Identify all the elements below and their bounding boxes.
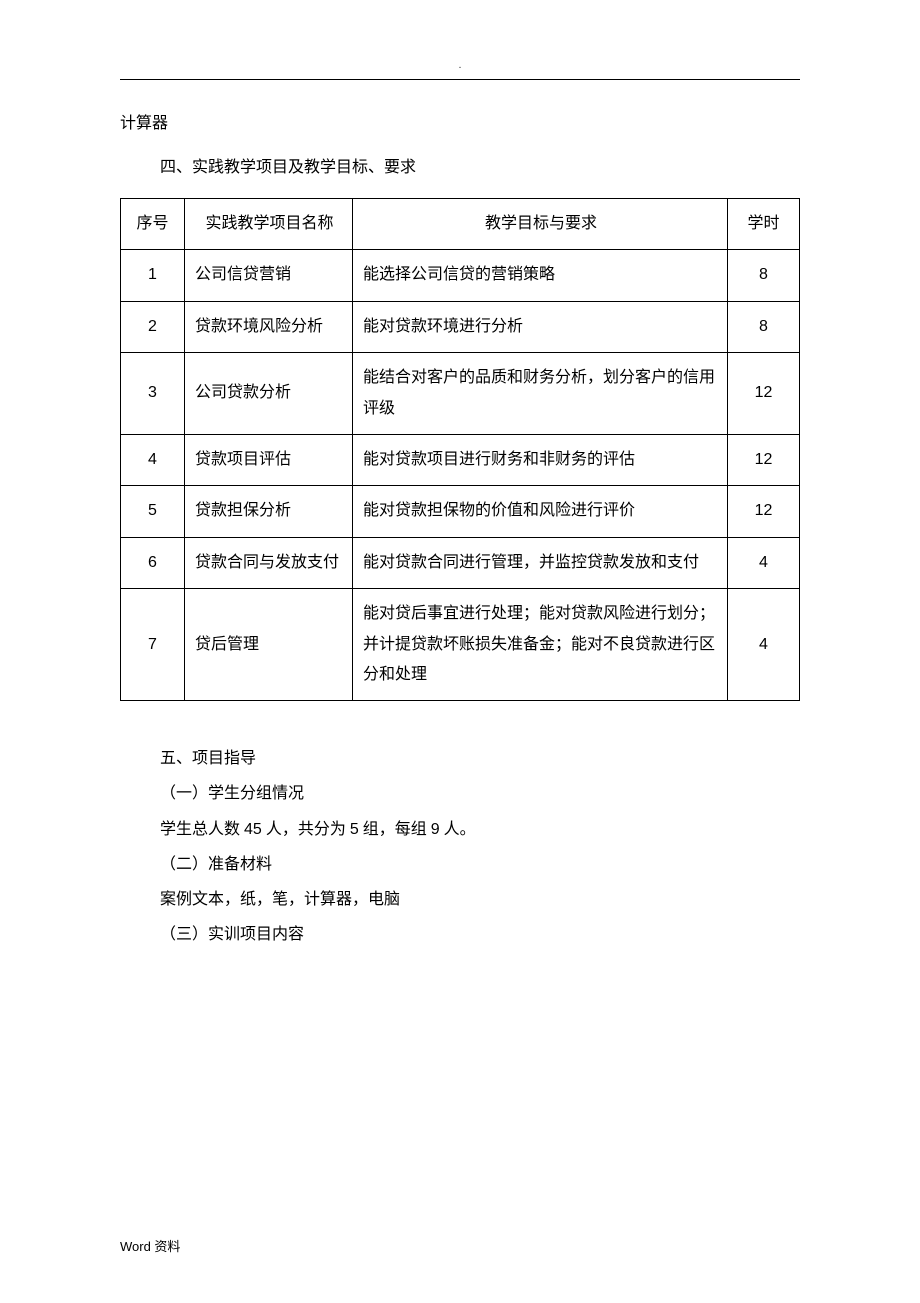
section-5-sub2: （二）准备材料: [160, 847, 800, 882]
footer-text: Word 资料: [120, 1236, 180, 1255]
document-page: . 计算器 四、实践教学项目及教学目标、要求 序号 实践教学项目名称 教学目标与…: [0, 0, 920, 1303]
cell-goal: 能对贷款项目进行财务和非财务的评估: [353, 434, 728, 485]
section-4-heading: 四、实践教学项目及教学目标、要求: [160, 152, 800, 184]
practice-table: 序号 实践教学项目名称 教学目标与要求 学时 1 公司信贷营销 能选择公司信贷的…: [120, 198, 800, 701]
cell-hours: 4: [728, 589, 800, 701]
text-fragment: 人。: [440, 821, 476, 838]
section-5: 五、项目指导 （一）学生分组情况 学生总人数 45 人，共分为 5 组，每组 9…: [120, 741, 800, 952]
cell-num: 3: [121, 353, 185, 435]
cell-goal: 能对贷后事宜进行处理；能对贷款风险进行划分；并计提贷款坏账损失准备金；能对不良贷…: [353, 589, 728, 701]
top-horizontal-rule: [120, 79, 800, 80]
table-header-row: 序号 实践教学项目名称 教学目标与要求 学时: [121, 199, 800, 250]
table-row: 1 公司信贷营销 能选择公司信贷的营销策略 8: [121, 250, 800, 301]
cell-goal: 能对贷款担保物的价值和风险进行评价: [353, 486, 728, 537]
col-header-number: 序号: [121, 199, 185, 250]
cell-name: 贷款环境风险分析: [185, 301, 353, 352]
table-row: 5 贷款担保分析 能对贷款担保物的价值和风险进行评价 12: [121, 486, 800, 537]
table-row: 4 贷款项目评估 能对贷款项目进行财务和非财务的评估 12: [121, 434, 800, 485]
cell-name: 公司信贷营销: [185, 250, 353, 301]
table-row: 2 贷款环境风险分析 能对贷款环境进行分析 8: [121, 301, 800, 352]
cell-name: 贷款项目评估: [185, 434, 353, 485]
col-header-goal: 教学目标与要求: [353, 199, 728, 250]
table-row: 6 贷款合同与发放支付 能对贷款合同进行管理，并监控贷款发放和支付 4: [121, 537, 800, 588]
cell-goal: 能结合对客户的品质和财务分析，划分客户的信用评级: [353, 353, 728, 435]
cell-goal: 能对贷款环境进行分析: [353, 301, 728, 352]
cell-goal: 能对贷款合同进行管理，并监控贷款发放和支付: [353, 537, 728, 588]
pre-text-calculator: 计算器: [120, 108, 800, 140]
cell-num: 7: [121, 589, 185, 701]
table-row: 3 公司贷款分析 能结合对客户的品质和财务分析，划分客户的信用评级 12: [121, 353, 800, 435]
cell-hours: 8: [728, 301, 800, 352]
number-45: 45: [244, 821, 262, 838]
cell-name: 贷款合同与发放支付: [185, 537, 353, 588]
cell-name: 贷后管理: [185, 589, 353, 701]
cell-num: 6: [121, 537, 185, 588]
section-5-sub1: （一）学生分组情况: [160, 776, 800, 811]
section-5-heading: 五、项目指导: [160, 741, 800, 776]
number-9: 9: [431, 821, 440, 838]
table-body: 1 公司信贷营销 能选择公司信贷的营销策略 8 2 贷款环境风险分析 能对贷款环…: [121, 250, 800, 701]
cell-hours: 12: [728, 434, 800, 485]
top-dot-marker: .: [120, 60, 800, 71]
cell-num: 2: [121, 301, 185, 352]
cell-num: 1: [121, 250, 185, 301]
table-row: 7 贷后管理 能对贷后事宜进行处理；能对贷款风险进行划分；并计提贷款坏账损失准备…: [121, 589, 800, 701]
cell-num: 4: [121, 434, 185, 485]
text-fragment: 人，共分为: [262, 821, 350, 838]
section-5-line2: 案例文本，纸，笔，计算器，电脑: [160, 882, 800, 917]
cell-hours: 12: [728, 486, 800, 537]
cell-hours: 8: [728, 250, 800, 301]
number-5: 5: [350, 821, 359, 838]
cell-name: 公司贷款分析: [185, 353, 353, 435]
text-fragment: 学生总人数: [160, 821, 244, 838]
cell-name: 贷款担保分析: [185, 486, 353, 537]
text-fragment: 组，每组: [359, 821, 431, 838]
cell-num: 5: [121, 486, 185, 537]
col-header-name: 实践教学项目名称: [185, 199, 353, 250]
cell-goal: 能选择公司信贷的营销策略: [353, 250, 728, 301]
col-header-hours: 学时: [728, 199, 800, 250]
section-5-sub3: （三）实训项目内容: [160, 917, 800, 952]
cell-hours: 4: [728, 537, 800, 588]
section-5-line1: 学生总人数 45 人，共分为 5 组，每组 9 人。: [160, 812, 800, 847]
cell-hours: 12: [728, 353, 800, 435]
